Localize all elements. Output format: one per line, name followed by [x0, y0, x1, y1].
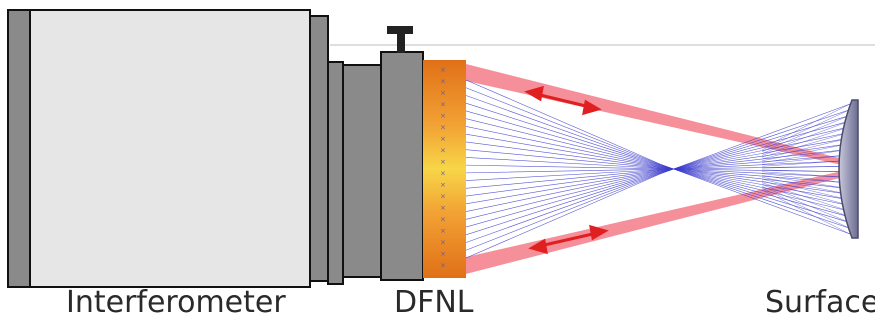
ray-line [465, 79, 851, 235]
lens-mark: × [440, 78, 446, 86]
ray-line [465, 118, 851, 207]
lens-mark: × [440, 239, 446, 247]
dfnl-lens-marks: × × × × × × × × × × × × × × × × × × [440, 66, 446, 270]
lens-mark: × [440, 227, 446, 235]
interferometer-front-plate [309, 15, 329, 282]
mount-ring-3 [380, 51, 424, 281]
mount-ring-1 [327, 61, 344, 285]
return-ray-line [761, 171, 851, 178]
knob-stem [397, 33, 405, 53]
lens-mark: × [440, 112, 446, 120]
ray-line [465, 154, 851, 189]
ray-line [465, 164, 851, 173]
return-ray-line [761, 143, 851, 162]
return-ray-line [761, 184, 851, 218]
return-ray-line [761, 186, 851, 223]
return-ray-line [761, 189, 851, 235]
return-ray-line [761, 137, 851, 160]
test-surface-mirror [838, 99, 859, 239]
return-ray-line [761, 148, 851, 163]
return-ray-line [761, 176, 851, 195]
ray-line [465, 110, 851, 212]
ray-line [465, 143, 851, 205]
return-ray-line [761, 173, 851, 184]
ray-line [465, 157, 851, 178]
lens-mark: × [440, 101, 446, 109]
ray-line [465, 120, 851, 236]
interferometer-housing [29, 9, 311, 288]
upper-beam [462, 63, 855, 168]
mount-ring-2 [342, 64, 382, 278]
ray-line [465, 148, 851, 197]
ray-line [465, 149, 851, 184]
return-ray-line [761, 109, 851, 151]
return-ray-line [761, 187, 851, 229]
dfnl-lens [423, 60, 466, 278]
ray-line [465, 133, 851, 195]
ray-line [465, 95, 851, 223]
return-ray-line [761, 169, 851, 173]
lower-arrow [528, 224, 609, 255]
lower-beam [462, 168, 855, 275]
ray-line [465, 102, 851, 218]
ray-line [465, 126, 851, 201]
return-ray-line [761, 175, 851, 190]
ray-line [465, 165, 851, 174]
upper-arrow [524, 85, 602, 116]
lens-mark: × [440, 158, 446, 166]
return-ray-line [761, 180, 851, 206]
ray-line [465, 109, 851, 251]
return-ray-line [761, 182, 851, 212]
lens-mark: × [440, 204, 446, 212]
return-ray-line [761, 160, 851, 167]
lens-mark: × [440, 124, 446, 132]
lens-mark: × [440, 216, 446, 224]
interferometer-label: Interferometer [66, 285, 286, 320]
beam-envelope [462, 63, 855, 275]
return-ray-line [761, 154, 851, 165]
ray-line [465, 103, 851, 259]
ray-fan [465, 79, 851, 259]
interferometer-body [7, 9, 329, 288]
lens-mark: × [440, 135, 446, 143]
lens-mark: × [440, 262, 446, 270]
ray-line [465, 115, 851, 243]
lens-mark: × [440, 250, 446, 258]
lens-mark: × [440, 89, 446, 97]
return-ray-line [761, 165, 851, 169]
surface-label: Surface [765, 285, 875, 320]
lens-mark: × [440, 193, 446, 201]
lens-mark: × [440, 147, 446, 155]
return-ray-line [761, 132, 851, 158]
return-ray-line [761, 178, 851, 201]
interferometer-back-plate [7, 9, 31, 288]
ray-line [465, 137, 851, 212]
knob-head [387, 26, 413, 34]
ray-line [465, 87, 851, 229]
lens-mount [327, 26, 424, 285]
return-ray-line [761, 115, 851, 152]
lens-mark: × [440, 170, 446, 178]
ray-line [465, 160, 851, 181]
dfnl-label: DFNL [394, 285, 474, 320]
lens-mark: × [440, 66, 446, 74]
ray-line [465, 141, 851, 190]
return-ray-line [761, 120, 851, 154]
ray-line [465, 126, 851, 228]
return-ray-line [761, 103, 851, 149]
ray-line [465, 131, 851, 220]
lens-mark: × [440, 181, 446, 189]
return-ray-line [761, 126, 851, 156]
